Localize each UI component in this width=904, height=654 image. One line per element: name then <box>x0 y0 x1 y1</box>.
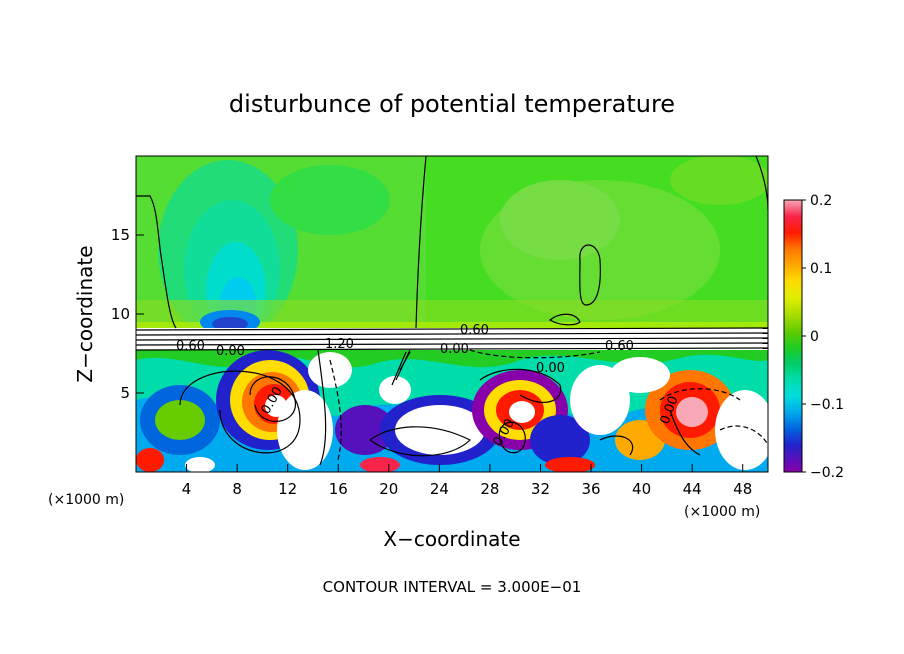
x-tick-label: 20 <box>379 480 398 498</box>
x-tick-label: 4 <box>182 480 192 498</box>
y-axis: 5 10 15 <box>111 226 144 402</box>
x-unit-right: (×1000 m) <box>684 504 760 520</box>
contour-label: 0.60 <box>176 339 205 354</box>
contour-label: 0.00 <box>216 344 245 359</box>
colorbar-tick-label: −0.1 <box>810 397 844 413</box>
contour-label: 1.20 <box>325 337 354 352</box>
contour-interval-note: CONTOUR INTERVAL = 3.000E−01 <box>323 578 582 596</box>
colorbar-tick-label: 0.2 <box>810 193 832 209</box>
y-tick-label: 10 <box>111 305 130 323</box>
colorbar-tick-label: 0.1 <box>810 261 832 277</box>
x-tick-label: 16 <box>329 480 348 498</box>
x-tick-label: 8 <box>232 480 242 498</box>
colorbar-tick-label: 0 <box>810 329 819 345</box>
contour-label: 0.00 <box>440 342 469 357</box>
contour-label: 0.00 <box>536 361 565 376</box>
heatmap-field <box>136 156 768 472</box>
x-tick-label: 28 <box>480 480 499 498</box>
contour-lines <box>136 156 768 466</box>
contour-label: 0.60 <box>605 339 634 354</box>
x-tick-label: 44 <box>683 480 702 498</box>
x-tick-label: 24 <box>430 480 449 498</box>
colorbar <box>783 199 803 473</box>
y-axis-label: Z−coordinate <box>73 245 97 382</box>
x-axis-label: X−coordinate <box>383 527 520 551</box>
x-tick-label: 32 <box>531 480 550 498</box>
x-tick-label: 48 <box>733 480 752 498</box>
x-tick-label: 36 <box>581 480 600 498</box>
contour-label: 0.60 <box>460 323 489 338</box>
colorbar-tick-label: −0.2 <box>810 465 844 481</box>
x-unit-left: (×1000 m) <box>48 492 124 508</box>
chart-title: disturbunce of potential temperature <box>229 90 675 118</box>
x-tick-label: 40 <box>632 480 651 498</box>
y-tick-label: 5 <box>120 384 130 402</box>
colorbar-ticks: 0.2 0.1 0 −0.1 −0.2 <box>802 193 844 481</box>
x-axis: 4 8 12 16 20 24 28 32 36 40 44 48 <box>182 464 752 498</box>
y-tick-label: 15 <box>111 226 130 244</box>
x-tick-label: 12 <box>278 480 297 498</box>
